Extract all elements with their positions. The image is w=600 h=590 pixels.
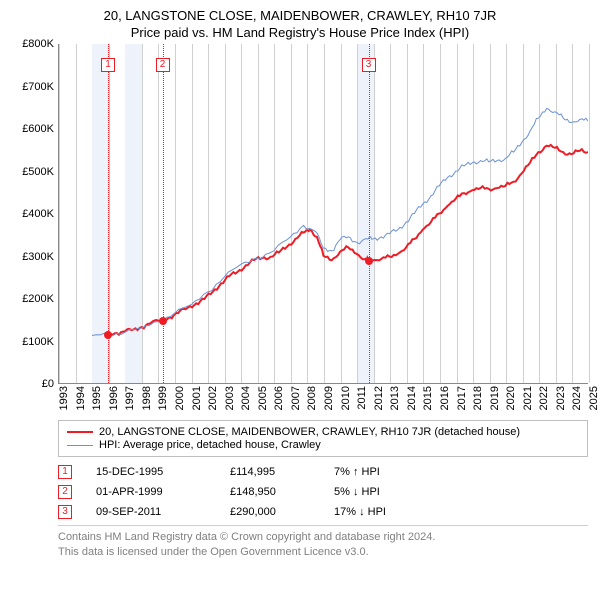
event-marker-dot <box>159 317 167 325</box>
y-tick-label: £500K <box>22 166 54 178</box>
x-tick-label: 2010 <box>340 386 352 410</box>
event-row: 2 01-APR-1999 £148,950 5% ↓ HPI <box>58 485 588 499</box>
grid-line <box>589 44 590 383</box>
legend-label: HPI: Average price, detached house, Craw… <box>99 439 321 451</box>
series-property <box>108 145 588 335</box>
event-row: 1 15-DEC-1995 £114,995 7% ↑ HPI <box>58 465 588 479</box>
chart-container: 20, LANGSTONE CLOSE, MAIDENBOWER, CRAWLE… <box>0 0 600 569</box>
y-tick-label: £200K <box>22 293 54 305</box>
y-tick-label: £400K <box>22 208 54 220</box>
event-number-box: 2 <box>156 58 170 72</box>
legend-box: 20, LANGSTONE CLOSE, MAIDENBOWER, CRAWLE… <box>58 420 588 457</box>
y-axis: £0£100K£200K£300K£400K£500K£600K£700K£80… <box>12 44 56 384</box>
y-tick-label: £600K <box>22 123 54 135</box>
event-date: 01-APR-1999 <box>96 486 206 498</box>
x-tick-label: 2007 <box>290 386 302 410</box>
event-pct: 5% ↓ HPI <box>334 486 380 498</box>
event-date: 15-DEC-1995 <box>96 466 206 478</box>
event-price: £148,950 <box>230 486 310 498</box>
legend-swatch-hpi <box>67 445 93 446</box>
event-marker-dot <box>365 257 373 265</box>
x-axis: 1993 1994 1995 1996 1997 1998 1999 2000 2001 2002… <box>58 384 588 414</box>
x-tick-label: 1996 <box>108 386 120 410</box>
event-vline <box>369 44 370 383</box>
x-tick-label: 2017 <box>456 386 468 410</box>
event-number-box: 1 <box>58 465 72 479</box>
y-tick-label: £700K <box>22 81 54 93</box>
x-tick-label: 2005 <box>257 386 269 410</box>
x-tick-label: 2024 <box>571 386 583 410</box>
event-price: £290,000 <box>230 506 310 518</box>
x-tick-label: 2002 <box>207 386 219 410</box>
x-tick-label: 2023 <box>555 386 567 410</box>
chart-subtitle: Price paid vs. HM Land Registry's House … <box>12 25 588 40</box>
x-tick-label: 2021 <box>522 386 534 410</box>
chart-area: £0£100K£200K£300K£400K£500K£600K£700K£80… <box>12 44 588 414</box>
event-pct: 17% ↓ HPI <box>334 506 386 518</box>
plot-area: 1 2 3 <box>58 44 588 384</box>
y-tick-label: £300K <box>22 251 54 263</box>
legend-row: HPI: Average price, detached house, Craw… <box>67 439 579 451</box>
x-tick-label: 2014 <box>406 386 418 410</box>
y-tick-label: £100K <box>22 336 54 348</box>
footer-line: Contains HM Land Registry data © Crown c… <box>58 530 588 545</box>
event-date: 09-SEP-2011 <box>96 506 206 518</box>
legend-label: 20, LANGSTONE CLOSE, MAIDENBOWER, CRAWLE… <box>99 426 520 438</box>
event-row: 3 09-SEP-2011 £290,000 17% ↓ HPI <box>58 505 588 519</box>
x-tick-label: 2013 <box>389 386 401 410</box>
line-svg <box>59 44 588 383</box>
x-tick-label: 1993 <box>58 386 70 410</box>
x-tick-label: 2000 <box>174 386 186 410</box>
legend-swatch-property <box>67 431 93 433</box>
x-tick-label: 2020 <box>505 386 517 410</box>
x-tick-label: 2019 <box>489 386 501 410</box>
footer-attribution: Contains HM Land Registry data © Crown c… <box>58 525 588 561</box>
title-block: 20, LANGSTONE CLOSE, MAIDENBOWER, CRAWLE… <box>12 8 588 40</box>
x-tick-label: 2018 <box>472 386 484 410</box>
event-number-box: 2 <box>58 485 72 499</box>
x-tick-label: 2012 <box>373 386 385 410</box>
y-tick-label: £0 <box>42 378 54 390</box>
legend-row: 20, LANGSTONE CLOSE, MAIDENBOWER, CRAWLE… <box>67 426 579 438</box>
x-tick-label: 2015 <box>422 386 434 410</box>
event-number-box: 3 <box>58 505 72 519</box>
x-tick-label: 1999 <box>157 386 169 410</box>
x-tick-label: 2009 <box>323 386 335 410</box>
x-tick-label: 2008 <box>306 386 318 410</box>
series-hpi <box>92 108 588 335</box>
event-vline <box>163 44 164 383</box>
x-tick-label: 1994 <box>75 386 87 410</box>
x-tick-label: 2004 <box>240 386 252 410</box>
event-price: £114,995 <box>230 466 310 478</box>
event-number-box: 3 <box>362 58 376 72</box>
event-number-box: 1 <box>101 58 115 72</box>
events-table: 1 15-DEC-1995 £114,995 7% ↑ HPI 2 01-APR-1999… <box>58 465 588 519</box>
x-tick-label: 2006 <box>273 386 285 410</box>
y-tick-label: £800K <box>22 38 54 50</box>
chart-title: 20, LANGSTONE CLOSE, MAIDENBOWER, CRAWLE… <box>12 8 588 23</box>
footer-line: This data is licensed under the Open Gov… <box>58 545 588 560</box>
x-tick-label: 2016 <box>439 386 451 410</box>
x-tick-label: 1998 <box>141 386 153 410</box>
event-marker-dot <box>104 331 112 339</box>
x-tick-label: 2003 <box>224 386 236 410</box>
x-tick-label: 1995 <box>91 386 103 410</box>
x-tick-label: 2001 <box>191 386 203 410</box>
event-pct: 7% ↑ HPI <box>334 466 380 478</box>
x-tick-label: 2022 <box>538 386 550 410</box>
x-tick-label: 2025 <box>588 386 600 410</box>
x-tick-label: 1997 <box>124 386 136 410</box>
x-tick-label: 2011 <box>356 386 368 410</box>
